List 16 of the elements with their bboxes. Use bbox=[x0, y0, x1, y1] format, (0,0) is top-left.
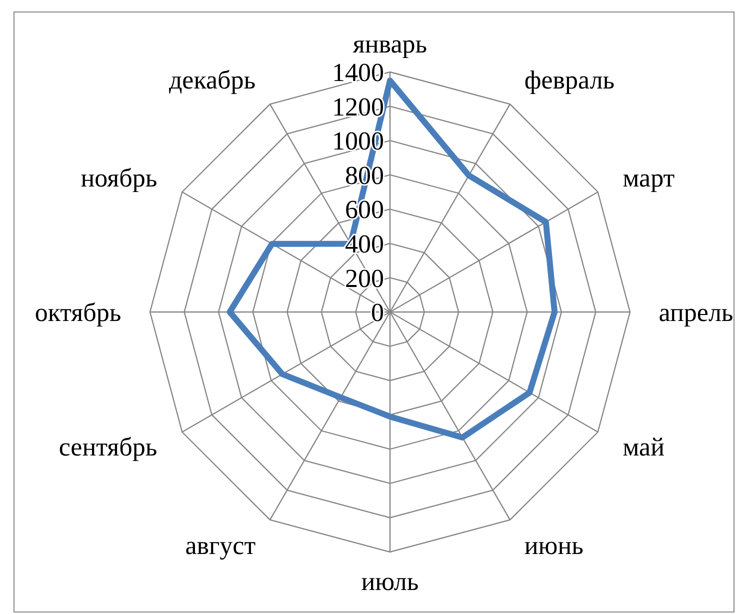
spoke-label: июль bbox=[361, 566, 419, 596]
spoke-label: декабрь bbox=[168, 65, 256, 94]
y-tick-label: 1400 bbox=[332, 58, 384, 88]
spoke-label: март bbox=[622, 164, 675, 193]
y-tick-label: 200 bbox=[345, 264, 384, 293]
spoke-label: сентябрь bbox=[58, 432, 158, 462]
spoke-label: январь bbox=[352, 29, 428, 58]
spoke-label: август bbox=[185, 530, 256, 560]
spoke-label: апрель bbox=[658, 298, 734, 328]
spoke-label: июнь bbox=[524, 530, 584, 560]
spoke-label: май bbox=[622, 432, 665, 462]
y-tick-label: 0 bbox=[371, 298, 384, 328]
y-tick-label: 400 bbox=[345, 230, 384, 259]
spoke-label: февраль bbox=[524, 65, 615, 94]
spoke-label: октябрь bbox=[34, 298, 122, 328]
spoke-label: ноябрь bbox=[80, 164, 158, 193]
